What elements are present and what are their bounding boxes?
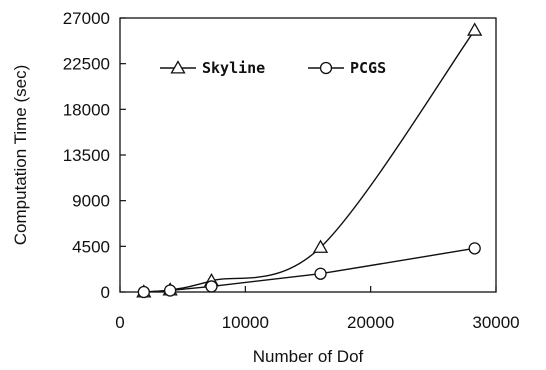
y-tick-label: 13500 bbox=[63, 146, 110, 165]
data-point-pcgs bbox=[468, 242, 481, 255]
y-tick-label: 9000 bbox=[72, 192, 110, 211]
y-axis-title: Computation Time (sec) bbox=[11, 65, 30, 245]
x-axis-ticks: 0 10000 20000 30000 bbox=[115, 286, 520, 332]
legend-label-pcgs: PCGS bbox=[350, 59, 386, 77]
plot-area-border bbox=[119, 17, 497, 293]
plot-frame bbox=[119, 17, 497, 293]
data-point-pcgs bbox=[137, 285, 150, 299]
x-tick-label: 20000 bbox=[347, 313, 394, 332]
legend-marker-pcgs bbox=[319, 61, 333, 75]
y-tick-label: 4500 bbox=[72, 237, 110, 256]
data-point-pcgs bbox=[314, 267, 327, 280]
y-tick-label: 0 bbox=[101, 283, 110, 302]
legend-marker-skyline bbox=[170, 60, 186, 74]
y-tick-label: 22500 bbox=[63, 55, 110, 74]
y-tick-label: 27000 bbox=[63, 9, 110, 28]
x-tick-label: 10000 bbox=[222, 313, 269, 332]
y-axis-ticks: 0 4500 9000 13500 18000 22500 27000 bbox=[63, 9, 126, 302]
x-axis-title: Number of Dof bbox=[253, 347, 364, 366]
legend: Skyline PCGS bbox=[160, 59, 386, 77]
data-point-pcgs bbox=[163, 284, 177, 297]
data-point-pcgs bbox=[205, 280, 218, 293]
data-point-skyline bbox=[467, 22, 483, 36]
series-layer bbox=[136, 22, 483, 299]
x-tick-label: 0 bbox=[115, 313, 124, 332]
series-line-skyline bbox=[143, 29, 476, 293]
legend-label-skyline: Skyline bbox=[202, 59, 265, 77]
series-pcgs bbox=[137, 242, 481, 299]
data-point-skyline bbox=[312, 239, 329, 253]
x-tick-label: 30000 bbox=[472, 313, 519, 332]
y-tick-label: 18000 bbox=[63, 100, 110, 119]
